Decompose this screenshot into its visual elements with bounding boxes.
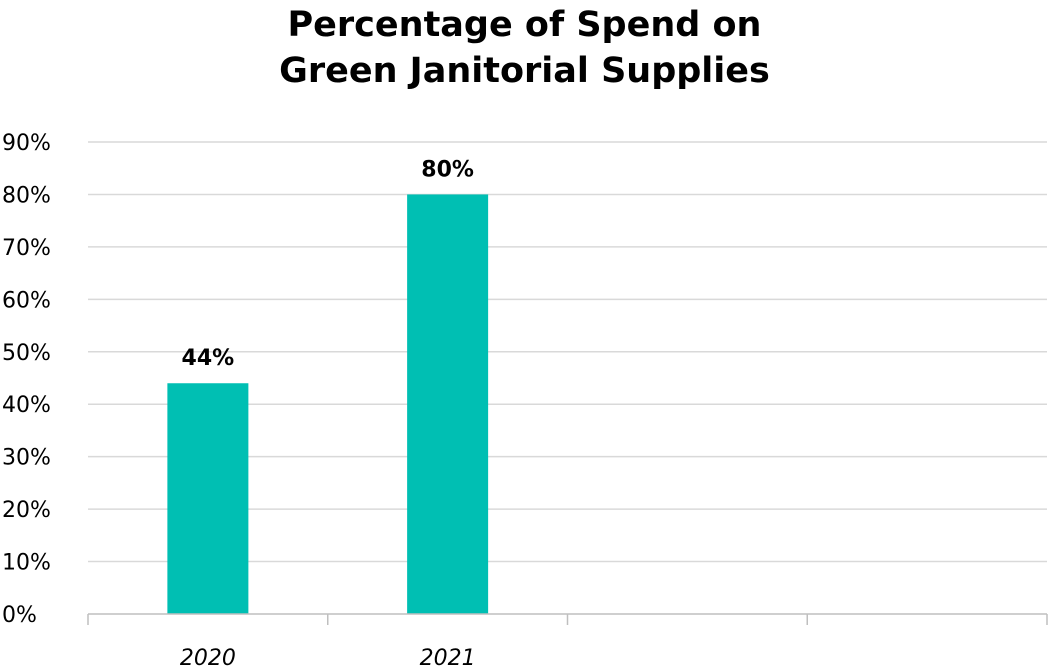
data-labels: 44% 80% — [182, 157, 474, 371]
y-tick-label: 60% — [2, 288, 51, 313]
bar-2021 — [407, 194, 489, 614]
bar-2020 — [167, 383, 249, 614]
data-label-2021: 80% — [421, 157, 474, 182]
x-tick-label-2021: 2021 — [420, 646, 476, 671]
data-label-2020: 44% — [182, 346, 235, 371]
y-tick-label: 70% — [2, 236, 51, 261]
y-tick-label: 0% — [2, 603, 37, 628]
y-tick-label: 80% — [2, 183, 51, 208]
y-tick-label: 30% — [2, 446, 51, 471]
chart-title: Percentage of Spend on Green Janitorial … — [0, 2, 1049, 94]
y-tick-label: 90% — [2, 131, 51, 156]
y-axis-tick-labels: 0% 10% 20% 30% 40% 50% 60% 70% 80% 90% — [2, 131, 51, 628]
x-axis-tick-labels: 2020 2021 — [180, 646, 476, 671]
y-tick-label: 40% — [2, 393, 51, 418]
x-tick-label-2020: 2020 — [180, 646, 236, 671]
y-tick-label: 20% — [2, 498, 51, 523]
y-tick-label: 50% — [2, 341, 51, 366]
bars — [167, 194, 489, 614]
chart-title-line-2: Green Janitorial Supplies — [279, 51, 770, 91]
chart-title-line-1: Percentage of Spend on — [287, 5, 762, 45]
y-tick-label: 10% — [2, 551, 51, 576]
x-axis — [87, 613, 1048, 625]
gridlines — [88, 141, 1047, 563]
